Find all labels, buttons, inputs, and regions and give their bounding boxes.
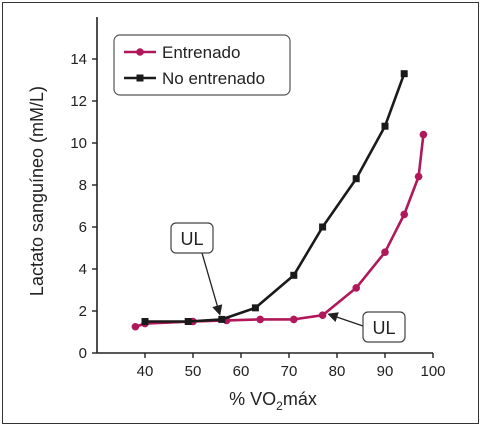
data-point — [400, 210, 409, 219]
data-point — [414, 172, 423, 181]
data-point — [381, 248, 389, 256]
x-tick-label: 60 — [233, 363, 250, 380]
data-point — [184, 318, 192, 325]
data-point — [131, 322, 140, 331]
data-point — [352, 175, 360, 183]
x-axis-label: % VO2máx — [229, 389, 317, 413]
legend-marker — [136, 74, 144, 82]
annotation-arrow — [201, 252, 223, 316]
legend-label: Entrenado — [162, 43, 240, 62]
data-point — [290, 315, 298, 324]
data-point — [381, 122, 389, 130]
data-point — [319, 223, 327, 231]
data-point — [218, 315, 226, 323]
data-point — [141, 318, 149, 325]
y-tick-label: 6 — [79, 219, 87, 236]
data-point — [318, 311, 327, 320]
annotation-arrow — [327, 312, 364, 327]
x-axis-label-subscript: 2 — [276, 399, 283, 413]
annotation-box — [362, 311, 406, 343]
annotation-label: UL — [180, 229, 203, 249]
data-point — [400, 70, 408, 78]
y-tick-label: 8 — [79, 177, 87, 194]
data-point — [290, 271, 298, 279]
y-tick-label: 14 — [70, 51, 87, 68]
y-axis-label: Lactato sanguíneo (mM/L) — [27, 86, 47, 296]
x-tick-label: 50 — [185, 363, 202, 380]
y-tick-label: 12 — [70, 93, 87, 110]
y-tick-label: 4 — [79, 261, 87, 278]
annotation-box — [170, 222, 214, 254]
legend-marker — [136, 48, 144, 56]
annotation-label: UL — [372, 318, 395, 338]
x-tick-label: 100 — [420, 363, 445, 380]
x-axis-label-prefix: % VO — [229, 389, 276, 409]
x-tick-label: 80 — [329, 363, 346, 380]
series-line-1 — [145, 73, 406, 323]
legend-label: No entrenado — [162, 69, 265, 88]
data-point — [352, 284, 361, 292]
chart-frame: 0 2 4 6 8 10 12 14 40 50 60 70 80 90 100% VO2máx Lactat… — [2, 2, 479, 424]
data-point — [419, 130, 428, 139]
data-point — [256, 315, 264, 324]
y-tick-label: 0 — [79, 345, 87, 362]
y-tick-label: 10 — [70, 135, 87, 152]
data-point — [251, 304, 259, 312]
x-axis-label-suffix: máx — [283, 389, 317, 409]
legend-box — [113, 34, 291, 96]
x-tick-label: 70 — [281, 363, 298, 380]
x-tick-label: 40 — [137, 363, 154, 380]
x-tick-label: 90 — [377, 363, 394, 380]
y-tick-label: 2 — [79, 303, 87, 320]
